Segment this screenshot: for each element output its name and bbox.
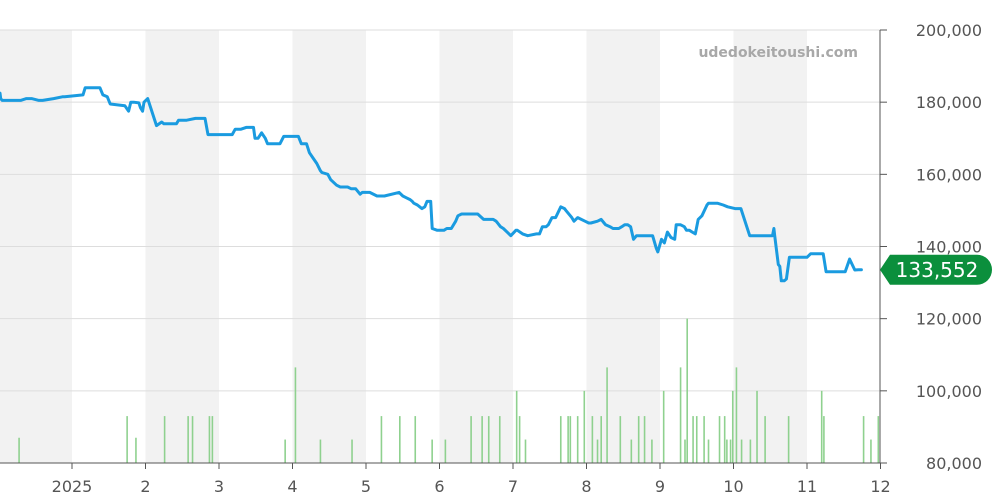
y-tick-label: 140,000	[916, 238, 982, 257]
current-price-badge: 133,552	[880, 254, 993, 285]
y-tick-label: 160,000	[916, 165, 982, 184]
x-tick-label: 7	[508, 477, 518, 496]
volume-bars	[18, 318, 880, 463]
x-axis: 2025 2 3 4 5 6 7 8 9 10 11 12	[0, 462, 891, 496]
x-tick-label: 11	[797, 477, 817, 496]
y-tick-label: 200,000	[916, 21, 982, 40]
price-series	[0, 86, 863, 283]
y-tick-label: 180,000	[916, 93, 982, 112]
x-tick-label: 2025	[52, 477, 93, 496]
current-price-badge-shape	[880, 254, 993, 285]
y-tick-label: 120,000	[916, 310, 982, 329]
x-tick-label: 9	[655, 477, 665, 496]
x-tick-label: 12	[870, 477, 890, 496]
watermark: udedokeitoushi.com	[698, 45, 858, 61]
x-tick-label: 4	[287, 477, 297, 496]
x-tick-label: 5	[361, 477, 371, 496]
y-axis: 80,000 100,000 120,000 140,000 160,000 180,00…	[879, 21, 982, 473]
x-tick-label: 8	[581, 477, 591, 496]
x-tick-label: 6	[434, 477, 444, 496]
price-line	[0, 86, 863, 283]
x-tick-label: 10	[723, 477, 743, 496]
x-tick-label: 2	[140, 477, 150, 496]
x-tick-label: 3	[214, 477, 224, 496]
y-tick-label: 80,000	[926, 454, 982, 473]
current-price-label: 133,552	[896, 258, 979, 282]
y-tick-label: 100,000	[916, 382, 982, 401]
